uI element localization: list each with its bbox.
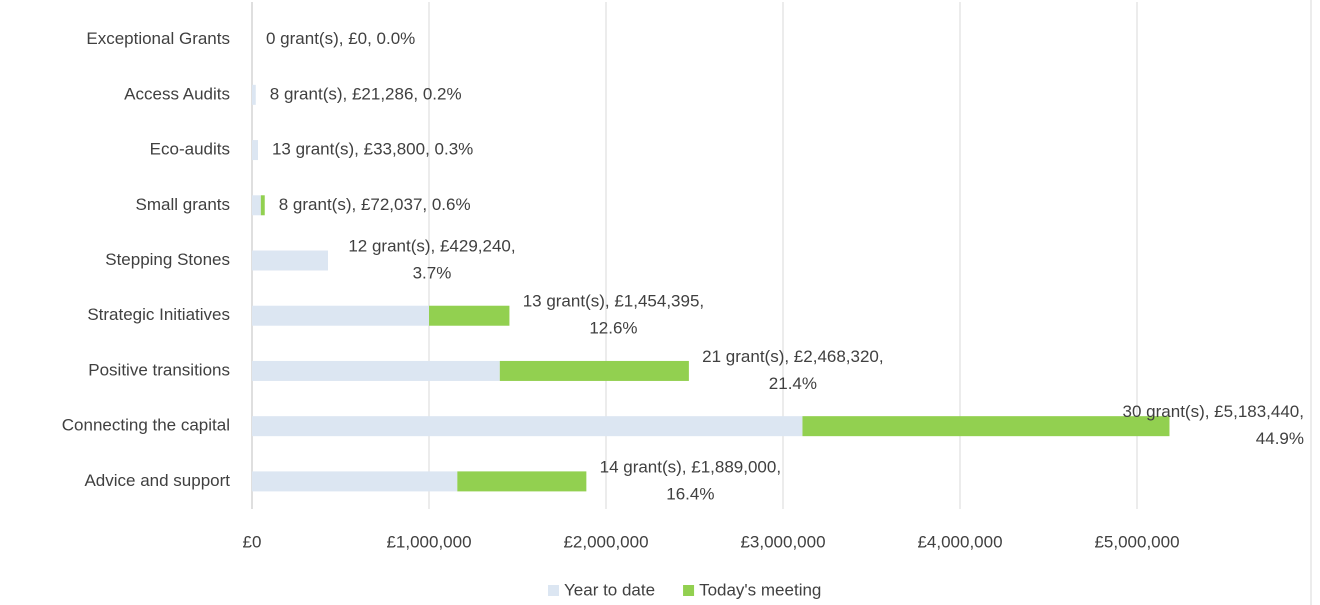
data-label: 12 grant(s), £429,240, bbox=[348, 236, 515, 255]
x-tick-label: £1,000,000 bbox=[386, 532, 471, 551]
data-label: 3.7% bbox=[413, 263, 452, 282]
data-label: 44.9% bbox=[1256, 429, 1304, 448]
x-tick-label: £2,000,000 bbox=[563, 532, 648, 551]
legend-label: Year to date bbox=[564, 580, 655, 599]
bar-segment bbox=[499, 360, 689, 381]
y-tick-label: Eco-audits bbox=[150, 140, 230, 159]
data-label: 30 grant(s), £5,183,440, bbox=[1123, 402, 1304, 421]
bar-segment bbox=[252, 195, 261, 216]
y-tick-label: Exceptional Grants bbox=[86, 29, 230, 48]
data-label: 0 grant(s), £0, 0.0% bbox=[266, 29, 415, 48]
bar-segment bbox=[252, 140, 258, 161]
data-label: 21.4% bbox=[769, 374, 817, 393]
y-tick-label: Stepping Stones bbox=[105, 250, 230, 269]
data-label: 13 grant(s), £33,800, 0.3% bbox=[272, 140, 473, 159]
y-tick-label: Access Audits bbox=[124, 84, 230, 103]
data-label: 14 grant(s), £1,889,000, bbox=[600, 457, 781, 476]
y-tick-label: Advice and support bbox=[84, 471, 230, 490]
legend-swatch bbox=[548, 585, 559, 596]
data-label: 12.6% bbox=[589, 319, 637, 338]
legend-label: Today's meeting bbox=[699, 580, 821, 599]
x-tick-label: £3,000,000 bbox=[740, 532, 825, 551]
y-tick-label: Strategic Initiatives bbox=[87, 305, 230, 324]
data-label: 13 grant(s), £1,454,395, bbox=[523, 292, 704, 311]
legend-swatch bbox=[683, 585, 695, 596]
bar-segment bbox=[252, 471, 458, 492]
x-tick-label: £4,000,000 bbox=[917, 532, 1002, 551]
bar-segment bbox=[457, 471, 587, 492]
bar-segment bbox=[252, 305, 429, 326]
bar-segment bbox=[802, 416, 1170, 437]
bar-segment bbox=[252, 416, 803, 437]
bar-segment bbox=[260, 195, 265, 216]
y-tick-label: Connecting the capital bbox=[62, 416, 230, 435]
data-label: 8 grant(s), £21,286, 0.2% bbox=[270, 84, 462, 103]
x-tick-label: £5,000,000 bbox=[1094, 532, 1179, 551]
y-tick-label: Small grants bbox=[136, 195, 230, 214]
bar-segment bbox=[429, 305, 510, 326]
x-tick-label: £0 bbox=[243, 532, 262, 551]
bar-segment bbox=[252, 250, 328, 271]
data-label: 16.4% bbox=[666, 484, 714, 503]
data-label: 8 grant(s), £72,037, 0.6% bbox=[279, 195, 471, 214]
y-tick-label: Positive transitions bbox=[88, 360, 230, 379]
bar-segment bbox=[252, 360, 500, 381]
bar-segment bbox=[252, 84, 256, 105]
data-label: 21 grant(s), £2,468,320, bbox=[702, 347, 883, 366]
